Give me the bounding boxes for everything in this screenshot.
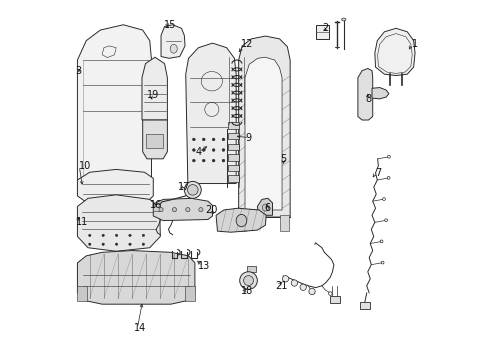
Text: 18: 18 xyxy=(241,286,253,296)
Text: 19: 19 xyxy=(147,90,159,100)
Polygon shape xyxy=(153,198,213,221)
Ellipse shape xyxy=(342,18,346,21)
Text: 5: 5 xyxy=(280,154,287,164)
Polygon shape xyxy=(216,208,266,232)
Bar xyxy=(360,302,370,309)
Bar xyxy=(228,154,239,161)
Polygon shape xyxy=(77,286,87,301)
Ellipse shape xyxy=(300,284,306,291)
Text: 15: 15 xyxy=(164,20,176,30)
Polygon shape xyxy=(77,25,151,180)
Ellipse shape xyxy=(202,159,205,162)
Ellipse shape xyxy=(193,159,195,162)
Bar xyxy=(146,134,163,148)
Ellipse shape xyxy=(89,243,91,246)
Text: 10: 10 xyxy=(79,161,92,171)
Polygon shape xyxy=(240,215,248,231)
Polygon shape xyxy=(161,25,185,58)
Ellipse shape xyxy=(222,159,225,162)
Ellipse shape xyxy=(202,138,205,141)
Text: 4: 4 xyxy=(196,147,202,157)
Ellipse shape xyxy=(282,276,289,282)
Polygon shape xyxy=(239,36,290,217)
Polygon shape xyxy=(245,57,282,210)
Ellipse shape xyxy=(212,138,215,141)
Ellipse shape xyxy=(102,234,104,237)
Bar xyxy=(228,122,239,129)
Polygon shape xyxy=(257,198,272,215)
Ellipse shape xyxy=(309,288,315,294)
Text: 12: 12 xyxy=(241,39,253,49)
Ellipse shape xyxy=(212,149,215,152)
Ellipse shape xyxy=(142,243,145,246)
Ellipse shape xyxy=(212,159,215,162)
Ellipse shape xyxy=(186,207,190,212)
Polygon shape xyxy=(375,28,415,76)
Text: 14: 14 xyxy=(134,323,146,333)
Ellipse shape xyxy=(222,138,225,141)
Text: 21: 21 xyxy=(275,281,287,291)
Text: 16: 16 xyxy=(150,200,163,210)
Ellipse shape xyxy=(262,204,269,211)
Polygon shape xyxy=(372,87,389,99)
Ellipse shape xyxy=(222,149,225,152)
Polygon shape xyxy=(142,57,168,120)
Polygon shape xyxy=(77,195,160,251)
Ellipse shape xyxy=(184,181,201,198)
Bar xyxy=(228,165,239,171)
Text: 9: 9 xyxy=(245,133,252,143)
Bar xyxy=(330,296,340,303)
Bar xyxy=(316,25,329,39)
Text: 20: 20 xyxy=(205,205,218,215)
Ellipse shape xyxy=(159,207,163,212)
Ellipse shape xyxy=(115,234,118,237)
Polygon shape xyxy=(153,204,160,211)
Text: 17: 17 xyxy=(178,182,190,192)
Ellipse shape xyxy=(193,138,195,141)
Ellipse shape xyxy=(202,149,205,152)
Ellipse shape xyxy=(199,207,203,212)
Polygon shape xyxy=(280,215,289,231)
Text: 3: 3 xyxy=(75,66,82,76)
Ellipse shape xyxy=(236,215,247,227)
Ellipse shape xyxy=(240,272,257,289)
Ellipse shape xyxy=(115,243,118,246)
Polygon shape xyxy=(185,286,195,301)
Bar xyxy=(247,266,256,273)
Text: 1: 1 xyxy=(412,39,417,49)
Polygon shape xyxy=(77,170,153,207)
Ellipse shape xyxy=(129,243,131,246)
Text: 8: 8 xyxy=(365,94,371,104)
Polygon shape xyxy=(186,43,236,184)
Polygon shape xyxy=(77,251,195,304)
Ellipse shape xyxy=(129,234,131,237)
Text: 6: 6 xyxy=(265,203,270,213)
Ellipse shape xyxy=(170,44,177,53)
Bar xyxy=(228,175,239,182)
Text: 2: 2 xyxy=(322,23,329,33)
Ellipse shape xyxy=(89,234,91,237)
Polygon shape xyxy=(143,120,168,159)
Text: 13: 13 xyxy=(198,261,211,271)
Ellipse shape xyxy=(244,276,253,285)
Ellipse shape xyxy=(172,207,176,212)
Bar xyxy=(228,144,239,150)
Ellipse shape xyxy=(188,185,198,195)
Bar xyxy=(228,133,239,139)
Ellipse shape xyxy=(142,234,145,237)
Ellipse shape xyxy=(193,149,195,152)
Polygon shape xyxy=(358,68,373,120)
Ellipse shape xyxy=(291,280,297,286)
Ellipse shape xyxy=(102,243,104,246)
Text: 11: 11 xyxy=(75,217,88,227)
Text: 7: 7 xyxy=(375,168,381,178)
